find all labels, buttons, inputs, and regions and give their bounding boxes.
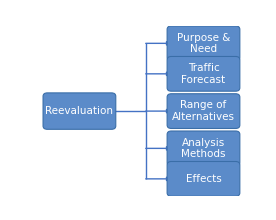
FancyBboxPatch shape — [167, 131, 240, 166]
Text: Purpose &
Need: Purpose & Need — [177, 33, 230, 54]
Text: Traffic
Forecast: Traffic Forecast — [181, 63, 225, 85]
FancyBboxPatch shape — [167, 26, 240, 61]
Text: Reevaluation: Reevaluation — [46, 106, 113, 116]
Text: Range of
Alternatives: Range of Alternatives — [172, 100, 235, 122]
FancyBboxPatch shape — [167, 161, 240, 196]
FancyBboxPatch shape — [167, 94, 240, 128]
FancyBboxPatch shape — [167, 57, 240, 91]
Text: Analysis
Methods: Analysis Methods — [181, 138, 226, 159]
FancyBboxPatch shape — [43, 93, 116, 129]
Text: Effects: Effects — [185, 174, 221, 184]
